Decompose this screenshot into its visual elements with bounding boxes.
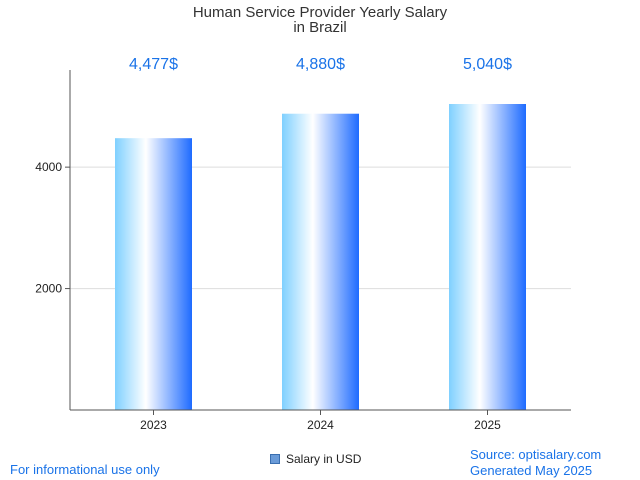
bar-2025: [449, 104, 526, 410]
x-tick-label: 2025: [474, 418, 501, 432]
x-tick-label: 2023: [140, 418, 167, 432]
legend-label: Salary in USD: [286, 452, 362, 466]
legend-swatch: [270, 454, 280, 464]
data-label: 4,880$: [296, 56, 345, 73]
data-labels: 4,477$ 4,880$ 5,040$: [129, 56, 512, 73]
legend: Salary in USD: [270, 452, 361, 466]
x-tick-label: 2024: [307, 418, 334, 432]
generated-date: Generated May 2025: [470, 463, 593, 478]
y-tick-label: 4000: [35, 160, 62, 174]
bars: [115, 104, 526, 411]
bar-2024: [282, 113, 359, 410]
source-info: Source: optisalary.com Generated May 202…: [470, 447, 601, 479]
disclaimer: For informational use only: [10, 462, 160, 477]
data-label: 5,040$: [463, 56, 512, 73]
source-link[interactable]: Source: optisalary.com: [470, 447, 602, 462]
bar-2023: [115, 138, 192, 411]
data-label: 4,477$: [129, 56, 178, 73]
y-tick-label: 2000: [35, 282, 62, 296]
chart-title-line-2: in Brazil: [293, 19, 346, 36]
chart-title-line-1: Human Service Provider Yearly Salary: [193, 4, 448, 21]
axes: 2000 4000 2023 2024 2025: [35, 70, 571, 432]
